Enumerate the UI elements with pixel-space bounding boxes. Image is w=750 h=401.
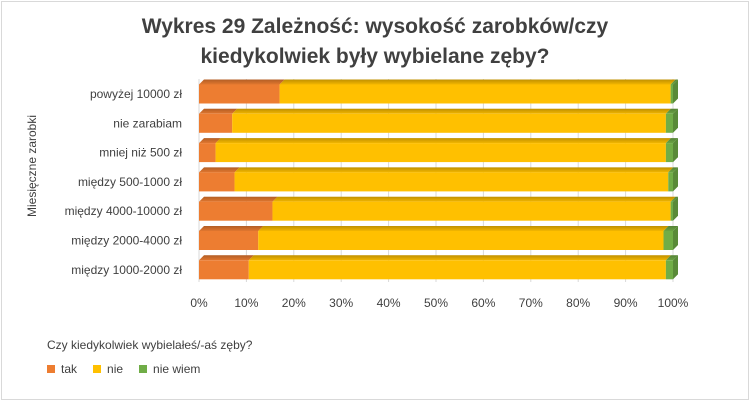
bar-segment-nie: [234, 172, 669, 192]
bar-segment-top-shade: [215, 138, 671, 144]
bar-segment-tak: [199, 201, 273, 221]
bar-end-face: [673, 196, 678, 221]
legend-title: Czy kiedykolwiek wybielałeś/-aś zęby?: [47, 338, 253, 352]
bar-end-face-shade: [673, 108, 678, 133]
y-category-label: między 2000-4000 zł: [71, 234, 182, 248]
bar-segment-nie: [258, 231, 664, 250]
y-category-label: nie zarabiam: [113, 116, 182, 130]
bar-segment-nie-wiem: [668, 172, 673, 192]
x-tick-label: 100%: [658, 296, 689, 310]
bar-segment-top-shade: [665, 255, 678, 261]
chart-title-line-2: kiedykolwiek były wybielane zęby?: [200, 45, 550, 68]
bar-segment-nie: [248, 260, 666, 280]
bar-segment-nie-wiem: [665, 143, 673, 163]
chart-title: Wykres 29 Zależność: wysokość zarobków/c…: [0, 12, 750, 72]
bar-segment-tak: [199, 172, 235, 192]
legend-item-nie: nie: [93, 362, 123, 376]
x-tick-label: 30%: [329, 296, 353, 310]
legend-item-nie-wiem: nie wiem: [139, 362, 200, 376]
bar-end-face: [673, 167, 678, 192]
bar-segment-nie: [272, 201, 671, 221]
bar-segment-top-shade: [234, 167, 674, 173]
bar-segment-nie-wiem: [665, 113, 673, 133]
bar-segment-nie-wiem: [670, 84, 673, 104]
bar-segment-top-shade: [232, 108, 671, 114]
bar-end-face-shade: [673, 255, 678, 280]
chart-title-line-1: Wykres 29 Zależność: wysokość zarobków/c…: [141, 15, 609, 38]
bar-segment-top-shade: [199, 226, 264, 231]
bar-segment-nie-wiem: [670, 201, 673, 221]
x-tick-label: 20%: [282, 296, 306, 310]
y-category-label: między 500-1000 zł: [78, 175, 182, 189]
y-axis-labels: powyżej 10000 zł nie zarabiam mniej niż 50…: [65, 87, 183, 277]
legend-label: nie: [107, 362, 124, 376]
y-category-label: między 1000-2000 zł: [71, 263, 182, 277]
legend-item-tak: tak: [47, 362, 77, 376]
bar-end-face: [673, 255, 678, 280]
bar-segment-top-shade: [199, 108, 238, 114]
bar-end-face: [673, 226, 678, 250]
x-tick-label: 70%: [519, 296, 543, 310]
y-category-label: powyżej 10000 zł: [90, 87, 182, 101]
bar-end-face-shade: [673, 196, 678, 221]
bar-segment-tak: [199, 143, 216, 163]
y-category-label: mniej niż 500 zł: [99, 146, 182, 160]
bar-segment-top-shade: [670, 79, 678, 85]
bar-segment-top-shade: [199, 196, 278, 202]
bar-segment-nie: [232, 113, 666, 133]
bar-segment-top-shade: [248, 255, 671, 261]
bar-end-face-shade: [673, 167, 678, 192]
bar-segment-tak: [199, 84, 280, 104]
bar-end-face-shade: [673, 226, 678, 250]
x-tick-label: 90%: [614, 296, 638, 310]
x-tick-label: 0%: [190, 296, 208, 310]
y-category-label: między 4000-10000 zł: [65, 204, 183, 218]
bars: [199, 79, 678, 280]
legend-label: nie wiem: [153, 362, 201, 376]
bar-segment-top-shade: [670, 196, 678, 202]
bar-segment-top-shade: [272, 196, 676, 202]
bar-segment-top-shade: [279, 79, 676, 85]
bar-end-face: [673, 108, 678, 133]
x-tick-label: 80%: [566, 296, 590, 310]
bar-segment-tak: [199, 260, 249, 280]
bar-end-face-shade: [673, 138, 678, 163]
bar-segment-nie-wiem: [663, 231, 673, 250]
bar-segment-tak: [199, 113, 233, 133]
legend-swatch: [47, 365, 55, 373]
bar-segment-top-shade: [199, 138, 221, 144]
y-axis-title: Miesięczne zarobki: [25, 115, 39, 217]
bar-segment-tak: [199, 231, 259, 250]
legend-swatch: [139, 365, 148, 373]
legend: tak nie nie wiem: [47, 362, 216, 376]
bar-end-face-shade: [673, 79, 678, 104]
bar-segment-nie-wiem: [665, 260, 673, 280]
x-tick-label: 50%: [424, 296, 448, 310]
bar-segment-top-shade: [665, 108, 678, 114]
bar-segment-nie: [215, 143, 666, 163]
bar-segment-nie: [279, 84, 671, 104]
bar-segment-top-shade: [199, 167, 240, 173]
bar-segment-top-shade: [668, 167, 678, 173]
bar-end-face: [673, 79, 678, 104]
legend-swatch: [93, 365, 102, 373]
x-tick-label: 60%: [471, 296, 495, 310]
bar-segment-top-shade: [199, 255, 254, 261]
x-tick-label: 10%: [234, 296, 258, 310]
bar-end-face: [673, 138, 678, 163]
legend-label: tak: [61, 362, 78, 376]
bar-segment-top-shade: [663, 226, 678, 231]
x-axis-ticks: 0% 10% 20% 30% 40% 50% 60% 70% 80% 90% 100%: [190, 296, 688, 310]
x-tick-label: 40%: [377, 296, 401, 310]
bar-segment-top-shade: [665, 138, 678, 144]
bar-segment-top-shade: [199, 79, 285, 85]
bar-segment-top-shade: [258, 226, 669, 231]
